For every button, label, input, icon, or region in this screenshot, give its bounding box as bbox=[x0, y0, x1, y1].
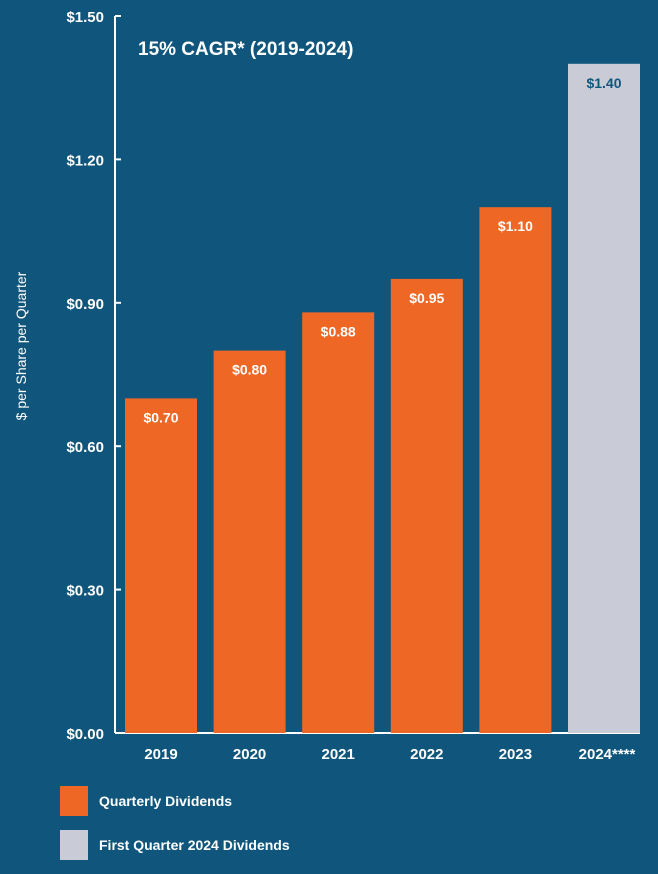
bar-2022 bbox=[390, 278, 463, 733]
legend-label-first-quarter: First Quarter 2024 Dividends bbox=[99, 837, 290, 853]
chart-bars: $0.70 2019 $0.80 2020 $0.88 2021 $0.95 2022 $1.1… bbox=[125, 63, 640, 763]
bar-value-label: $1.40 bbox=[586, 75, 621, 91]
bar-value-label: $0.88 bbox=[321, 323, 356, 339]
bar-2023 bbox=[479, 207, 552, 733]
legend-item-quarterly-dividends: Quarterly Dividends bbox=[60, 786, 290, 816]
y-tick-label: $1.20 bbox=[66, 152, 104, 169]
bar-2020 bbox=[213, 350, 286, 733]
bar-2021 bbox=[302, 312, 375, 733]
y-tick-label: $0.90 bbox=[66, 296, 104, 313]
y-tick-label: $0.30 bbox=[66, 583, 104, 600]
x-tick-label: 2019 bbox=[144, 746, 177, 763]
bar-2019 bbox=[125, 398, 197, 733]
bar-value-label: $0.95 bbox=[409, 290, 444, 306]
x-tick-label: 2021 bbox=[322, 746, 355, 763]
x-tick-label: 2022 bbox=[410, 746, 443, 763]
chart-title: 15% CAGR* (2019-2024) bbox=[138, 39, 353, 60]
y-tick-label: $1.50 bbox=[66, 9, 104, 26]
bar-2024 bbox=[568, 63, 640, 734]
bar-value-label: $1.10 bbox=[498, 218, 533, 234]
chart-legend: Quarterly Dividends First Quarter 2024 D… bbox=[60, 786, 290, 874]
bar-value-label: $0.70 bbox=[143, 409, 178, 425]
bar-value-label: $0.80 bbox=[232, 362, 267, 378]
x-tick-label: 2024**** bbox=[579, 746, 636, 763]
y-tick-label: $0.60 bbox=[66, 439, 104, 456]
legend-swatch-quarterly bbox=[60, 786, 88, 816]
legend-swatch-first-quarter bbox=[60, 830, 88, 860]
legend-label-quarterly: Quarterly Dividends bbox=[99, 793, 233, 809]
y-axis-label: $ per Share per Quarter bbox=[13, 271, 29, 420]
x-tick-label: 2020 bbox=[233, 746, 266, 763]
chart-axes: $0.00 $0.30 $0.60 $0.90 $1.20 $1.50 bbox=[66, 9, 640, 743]
legend-item-first-quarter-2024: First Quarter 2024 Dividends bbox=[60, 830, 290, 860]
dividend-bar-chart: $0.00 $0.30 $0.60 $0.90 $1.20 $1.50 $0.70 2019… bbox=[13, 9, 640, 763]
y-tick-label: $0.00 bbox=[66, 726, 104, 743]
x-tick-label: 2023 bbox=[499, 746, 532, 763]
